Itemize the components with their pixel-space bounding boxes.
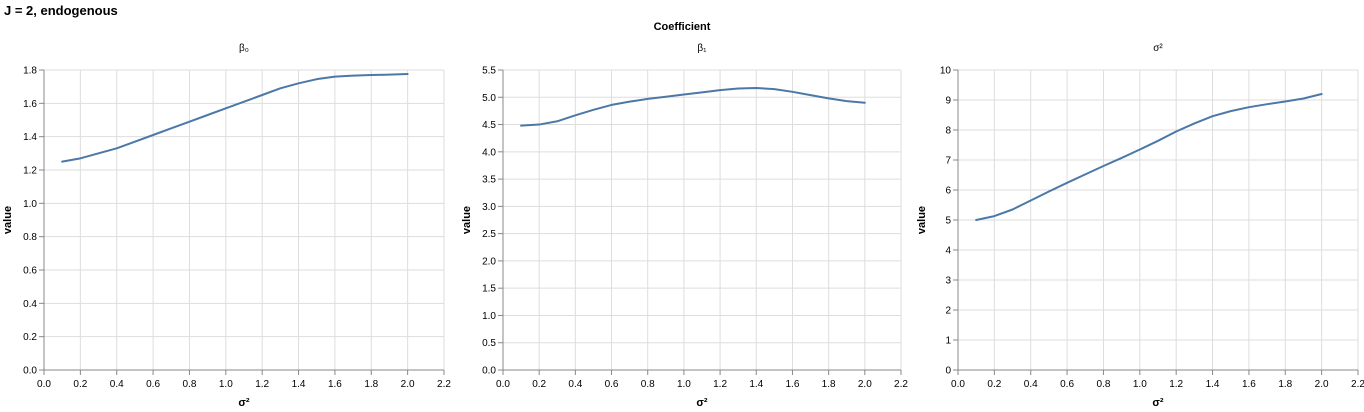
x-tick-label: 0.8 [183, 379, 197, 390]
series-line [61, 73, 409, 163]
panel-title: β₀ [239, 43, 249, 54]
x-tick-label: 0.4 [568, 379, 582, 390]
y-axis-title: value [2, 206, 14, 234]
x-tick-label: 1.0 [219, 379, 233, 390]
y-tick-label: 3 [945, 276, 951, 287]
panel-title: σ² [1153, 43, 1163, 54]
facet-header: Coefficient [653, 21, 711, 33]
y-tick-label: 1.4 [23, 132, 37, 143]
y-tick-label: 6 [945, 186, 951, 197]
x-tick-label: 1.8 [822, 379, 836, 390]
y-tick-label: 1.0 [23, 199, 37, 210]
y-tick-label: 9 [945, 96, 951, 107]
y-tick-label: 0.0 [482, 366, 496, 377]
y-tick-label: 4.5 [482, 120, 496, 131]
y-tick-label: 3.5 [482, 175, 496, 186]
x-tick-label: 0.2 [73, 379, 87, 390]
y-tick-label: 1.0 [482, 311, 496, 322]
x-tick-label: 0.6 [605, 379, 619, 390]
y-tick-label: 0.4 [23, 299, 37, 310]
series-line [520, 87, 866, 127]
y-tick-label: 4.0 [482, 147, 496, 158]
y-tick-label: 0 [945, 366, 951, 377]
y-axis-title: value [461, 206, 473, 234]
y-tick-label: 2 [945, 306, 951, 317]
y-tick-label: 1.5 [482, 284, 496, 295]
y-tick-label: 10 [940, 66, 952, 77]
y-tick-label: 2.0 [482, 256, 496, 267]
y-tick-label: 5.5 [482, 66, 496, 77]
x-tick-label: 1.0 [677, 379, 691, 390]
x-axis-title: σ² [1152, 397, 1164, 409]
y-tick-label: 5 [945, 216, 951, 227]
x-tick-label: 0.0 [496, 379, 510, 390]
y-tick-label: 0.6 [23, 266, 37, 277]
x-axis-title: σ² [696, 397, 708, 409]
x-tick-label: 1.4 [1206, 379, 1220, 390]
x-tick-label: 0.6 [1060, 379, 1074, 390]
x-tick-label: 1.6 [786, 379, 800, 390]
x-tick-label: 0.8 [641, 379, 655, 390]
y-tick-label: 1.2 [23, 166, 37, 177]
y-tick-label: 0.2 [23, 332, 37, 343]
y-tick-label: 1.8 [23, 66, 37, 77]
x-tick-label: 2.0 [858, 379, 872, 390]
y-tick-label: 0.5 [482, 338, 496, 349]
x-tick-label: 1.0 [1133, 379, 1147, 390]
x-tick-label: 1.6 [328, 379, 342, 390]
chart-main-title: J = 2, endogenous [4, 3, 118, 18]
x-tick-label: 1.4 [292, 379, 306, 390]
series-line [975, 93, 1323, 221]
x-tick-label: 2.2 [437, 379, 451, 390]
y-tick-label: 7 [945, 156, 951, 167]
x-tick-label: 1.8 [1278, 379, 1292, 390]
x-tick-label: 0.2 [532, 379, 546, 390]
x-tick-label: 0.0 [951, 379, 965, 390]
x-tick-label: 0.0 [37, 379, 51, 390]
x-tick-label: 0.4 [110, 379, 124, 390]
y-tick-label: 3.0 [482, 202, 496, 213]
x-tick-label: 2.0 [1315, 379, 1329, 390]
x-axis-title: σ² [238, 397, 250, 409]
x-tick-label: 1.6 [1242, 379, 1256, 390]
y-tick-label: 2.5 [482, 229, 496, 240]
x-tick-label: 2.0 [401, 379, 415, 390]
y-tick-label: 0.0 [23, 366, 37, 377]
x-tick-label: 1.4 [749, 379, 763, 390]
y-tick-label: 1.6 [23, 99, 37, 110]
x-tick-label: 1.2 [713, 379, 727, 390]
y-tick-label: 0.8 [23, 232, 37, 243]
x-tick-label: 0.4 [1024, 379, 1038, 390]
x-tick-label: 0.8 [1097, 379, 1111, 390]
y-tick-label: 5.0 [482, 93, 496, 104]
x-tick-label: 2.2 [894, 379, 908, 390]
y-tick-label: 1 [945, 336, 951, 347]
x-tick-label: 0.6 [146, 379, 160, 390]
x-tick-label: 1.8 [364, 379, 378, 390]
y-tick-label: 8 [945, 126, 951, 137]
x-tick-label: 1.2 [255, 379, 269, 390]
y-tick-label: 4 [945, 246, 951, 257]
x-tick-label: 0.2 [987, 379, 1001, 390]
x-tick-label: 2.2 [1351, 379, 1364, 390]
y-axis-title: value [916, 206, 928, 234]
panel-title: β₁ [697, 43, 707, 54]
x-tick-label: 1.2 [1169, 379, 1183, 390]
